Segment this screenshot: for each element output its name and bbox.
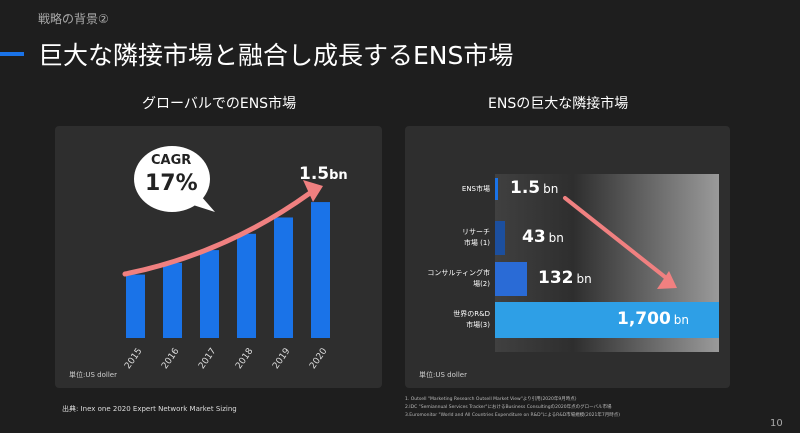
bar-2017 [200, 250, 219, 338]
decline-arrow [563, 196, 677, 289]
market-label-1: リサーチ 市場 (1) [462, 228, 490, 247]
market-bar-2 [495, 262, 527, 296]
x-tick-2015: 2015 [123, 347, 144, 371]
ens-market-chart-panel: 2015 2016 2017 2018 2019 2020 CAGR 17% 1.5bn … [55, 126, 382, 388]
bar-2016 [163, 262, 182, 338]
market-label-2: コンサルティング市 場(2) [427, 269, 490, 288]
footnote-1: 1. Outsell "Marketing Research Outsell M… [405, 397, 577, 402]
bar-2020 [311, 202, 330, 338]
right-panel-heading: ENSの巨大な隣接市場 [488, 96, 629, 112]
bar-2015 [126, 274, 145, 338]
top-value-number: 1.5 [299, 164, 330, 184]
cagr-value: 17% [145, 171, 198, 196]
left-panel-heading: グローバルでのENS市場 [142, 96, 297, 112]
growth-arrow-line [122, 190, 313, 277]
bar-2018 [237, 233, 256, 338]
x-tick-2019: 2019 [271, 346, 292, 371]
market-bar-3 [495, 302, 719, 338]
left-unit-note: 単位:US doller [69, 371, 117, 379]
market-label-3: 世界のR&D 市場(3) [453, 310, 490, 329]
source-note: 出典: Inex one 2020 Expert Network Market … [62, 405, 237, 413]
market-bar-1 [495, 221, 505, 255]
market-value-2: 132 bn [538, 268, 592, 288]
title-accent-bar [0, 52, 24, 56]
footnote-3: 3.Euromonitor "World and All Countries E… [405, 413, 620, 418]
top-value-unit: bn [329, 168, 348, 183]
bar-2019 [274, 217, 293, 338]
market-value-3: 1,700 bn [617, 309, 690, 329]
x-tick-2020: 2020 [308, 346, 329, 371]
cagr-label: CAGR [151, 153, 192, 168]
adjacent-markets-panel: ENS市場 1.5 bn リサーチ 市場 (1) 43 bn コンサルティング市 場(2) 132… [405, 126, 730, 388]
top-value-label: 1.5bn [299, 164, 348, 184]
footnote-2: 2.IDC "Semiannual Services Tracker"におけるB… [405, 405, 612, 410]
x-tick-2018: 2018 [234, 346, 255, 371]
market-value-1: 43 bn [522, 227, 564, 247]
bar-chart: 2015 2016 2017 2018 2019 2020 [122, 146, 330, 371]
cagr-bubble [134, 146, 215, 212]
page-number: 10 [770, 418, 783, 429]
footnotes: 1. Outsell "Marketing Research Outsell M… [405, 396, 620, 420]
x-tick-2017: 2017 [197, 347, 218, 371]
breadcrumb: 戦略の背景② [38, 12, 109, 26]
market-label-0: ENS市場 [461, 184, 490, 193]
x-tick-2016: 2016 [160, 346, 181, 371]
page-title: 巨大な隣接市場と融合し成長するENS市場 [38, 41, 514, 70]
market-value-0: 1.5 bn [510, 178, 559, 198]
market-bar-0 [495, 178, 498, 200]
right-unit-note: 単位:US doller [419, 371, 467, 379]
growth-arrow-head [303, 180, 323, 202]
